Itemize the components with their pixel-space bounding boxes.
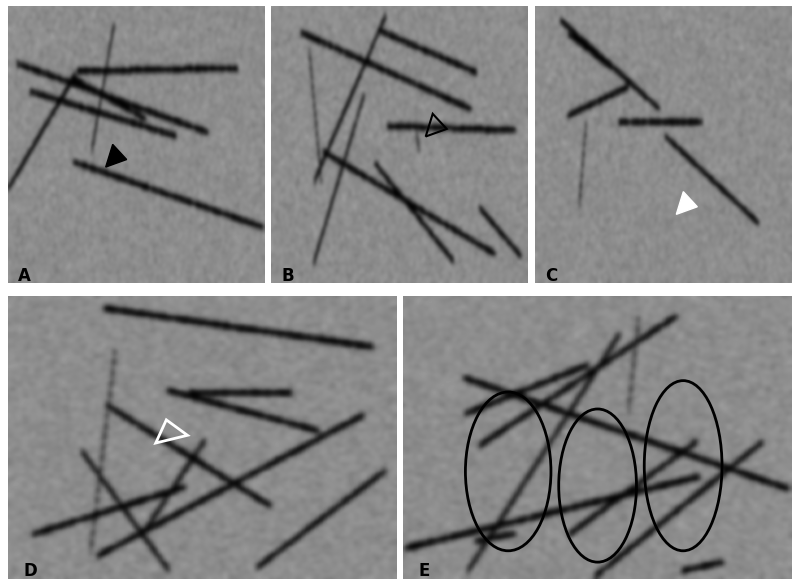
Text: B: B [282,267,294,285]
Text: C: C [546,267,558,285]
Polygon shape [676,192,698,214]
Polygon shape [106,144,126,167]
Text: A: A [18,267,31,285]
Text: E: E [418,562,430,580]
Text: D: D [23,562,38,580]
